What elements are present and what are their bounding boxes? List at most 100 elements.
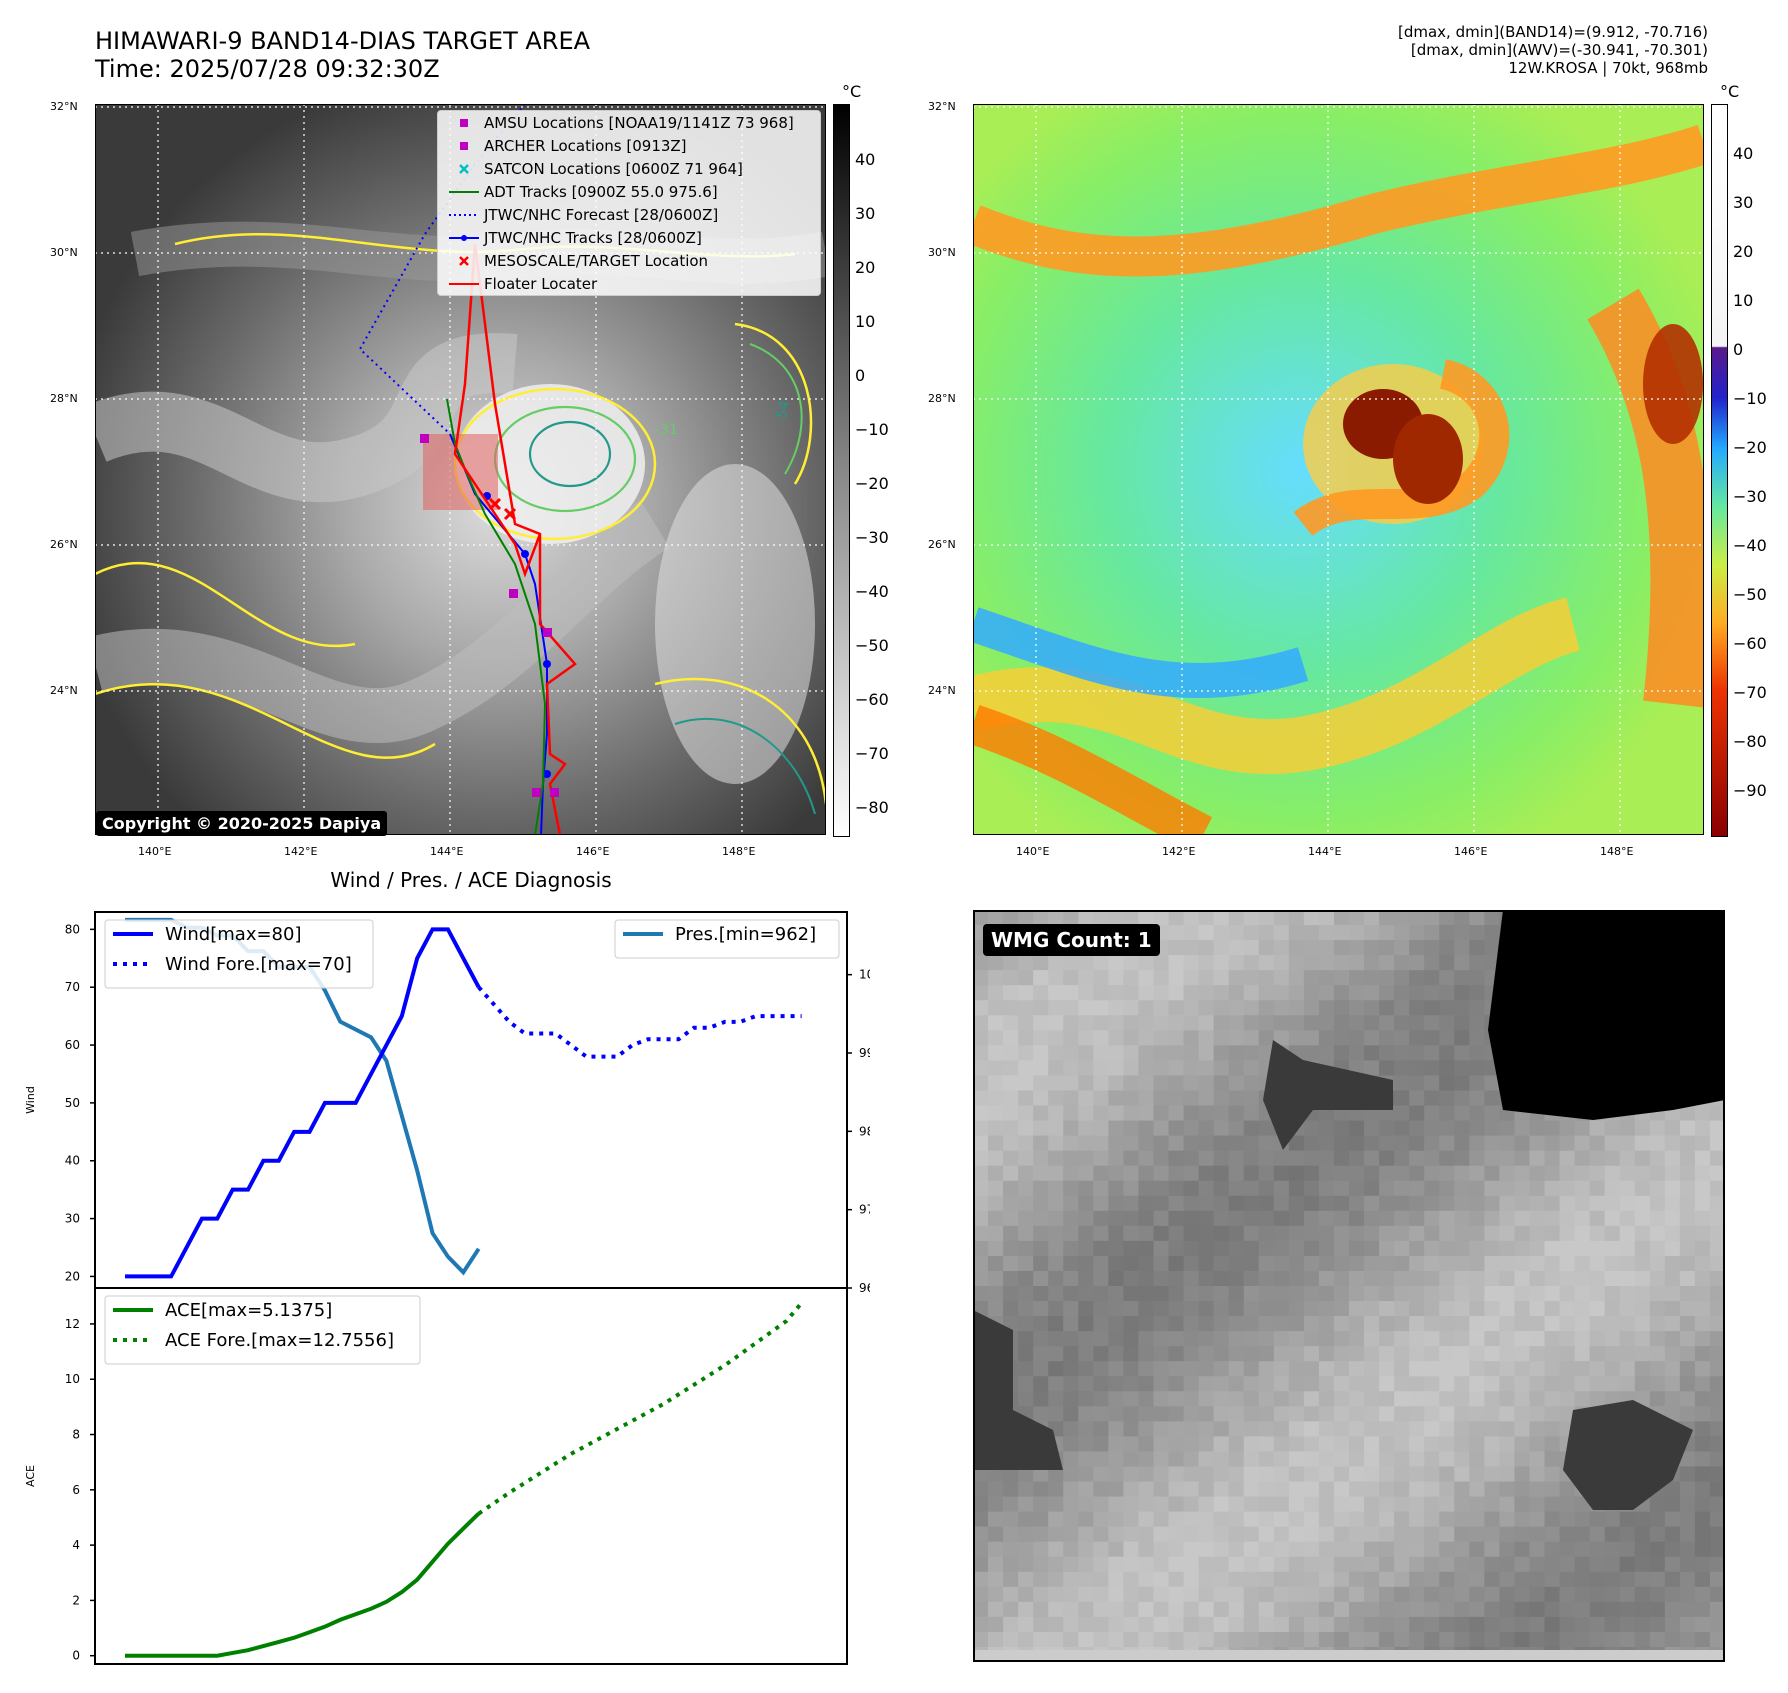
contour-label: -54 [773, 399, 793, 424]
line-marker-icon [444, 277, 484, 291]
legend-label: ARCHER Locations [0913Z] [484, 136, 687, 155]
colorbar-tick: 0 [1733, 340, 1744, 359]
awv-dry-band [973, 125, 1704, 277]
colorbar-unit: °C [842, 82, 862, 101]
ace-legend-label: ACE[max=5.1375] [165, 1300, 332, 1321]
wind-legend-label: Wind Fore.[max=70] [165, 954, 352, 975]
lon-label: 142°E [284, 845, 318, 858]
wind-legend-label: Wind[max=80] [165, 924, 302, 945]
legend-item: ADT Tracks [0900Z 55.0 975.6] [438, 180, 820, 203]
lat-label: 30°N [50, 246, 78, 259]
wmg-region [1563, 1400, 1693, 1510]
archer-markers [420, 434, 559, 797]
colorbar-tick: 10 [855, 312, 876, 331]
wind-tick-label: 60 [65, 1038, 80, 1052]
lat-label: 28°N [928, 392, 956, 405]
cloud-band [655, 464, 815, 784]
legend-item: ARCHER Locations [0913Z] [438, 134, 820, 157]
diagnosis-title: Wind / Pres. / ACE Diagnosis [330, 868, 612, 892]
legend-label: JTWC/NHC Tracks [28/0600Z] [484, 228, 702, 247]
legend-item: MESOSCALE/TARGET Location [438, 249, 820, 272]
contour-teal [674, 717, 816, 815]
mesoscale-target-markers [488, 497, 517, 521]
lon-label: 148°E [1600, 845, 1634, 858]
x-marker-icon [444, 162, 484, 176]
map-legend: AMSU Locations [NOAA19/1141Z 73 968] ARCH… [437, 110, 821, 296]
legend-label: Floater Locater [484, 274, 598, 293]
wind-axis-label: Wind [24, 1086, 37, 1114]
diagnosis-charts: 807060504030201000990980970960121086420W… [24, 911, 870, 1665]
title-line-1: HIMAWARI-9 BAND14-DIAS TARGET AREA [95, 27, 591, 55]
colorbar-tick: −50 [1733, 585, 1767, 604]
legend-label: JTWC/NHC Forecast [28/0600Z] [484, 205, 719, 224]
awv-moist-band [973, 607, 1309, 698]
colorbar-tick: −40 [855, 582, 889, 601]
cloud-band [95, 500, 670, 743]
lat-label: 26°N [50, 538, 78, 551]
wmg-panel [973, 910, 1725, 1662]
awv-core [1393, 414, 1463, 504]
pressure-tick-label: 990 [859, 1046, 870, 1060]
ace-tick-label: 2 [72, 1593, 80, 1607]
ace-tick-label: 4 [72, 1538, 80, 1552]
lat-label: 32°N [928, 100, 956, 113]
colorbar-tick: 0 [855, 366, 866, 385]
lat-label: 24°N [50, 684, 78, 697]
wind-tick-label: 40 [65, 1154, 80, 1168]
wind-legend [104, 919, 374, 989]
colorbar-tick: −30 [855, 528, 889, 547]
ace-tick-label: 10 [65, 1372, 80, 1386]
wmg-region [1263, 1040, 1393, 1150]
contour-yellow [734, 322, 813, 485]
contour-yellow [95, 682, 436, 759]
ace-tick-label: 0 [72, 1649, 80, 1663]
colorbar-tick: −80 [1733, 732, 1767, 751]
line-marker-icon [444, 231, 484, 245]
meta-line-3: 12W.KROSA | 70kt, 968mb [1508, 59, 1708, 77]
line-marker-icon [444, 185, 484, 199]
awv-dry-band [1587, 288, 1704, 708]
colorbar-tick: 40 [1733, 144, 1754, 163]
awv-dry-band [973, 597, 1581, 775]
wmg-count-badge: WMG Count: 1 [983, 924, 1160, 956]
legend-item: AMSU Locations [NOAA19/1141Z 73 968] [438, 111, 820, 134]
line-marker-icon [444, 208, 484, 222]
wind-series [125, 927, 481, 1279]
ace-forecast-series [477, 1301, 804, 1516]
pressure-tick-label: 970 [859, 1203, 870, 1217]
colorbar-tick: −60 [855, 690, 889, 709]
wind-forecast-series [477, 985, 802, 1059]
wind-tick-label: 70 [65, 980, 80, 994]
pressure-legend [614, 919, 840, 959]
contour-green [749, 343, 803, 475]
colorbar-tick: 40 [855, 150, 876, 169]
lon-label: 148°E [722, 845, 756, 858]
lat-label: 32°N [50, 100, 78, 113]
floater-locater [453, 243, 542, 578]
colorbar-tick: −80 [855, 798, 889, 817]
colorbar-awv [1711, 104, 1728, 837]
legend-item: JTWC/NHC Tracks [28/0600Z] [438, 226, 820, 249]
colorbar-tick: −50 [855, 636, 889, 655]
ace-legend [104, 1295, 421, 1365]
ace-axes-frame [94, 1287, 848, 1665]
ace-series [125, 1512, 481, 1658]
colorbar-tick: −20 [1733, 438, 1767, 457]
x-marker-icon [444, 254, 484, 268]
pressure-tick-label: 980 [859, 1124, 870, 1138]
contour-yellow [654, 677, 826, 805]
ace-tick-label: 12 [65, 1317, 80, 1331]
colorbar-tick: 20 [855, 258, 876, 277]
legend-label: SATCON Locations [0600Z 71 964] [484, 159, 743, 178]
legend-item: Floater Locater [438, 272, 820, 295]
legend-item: JTWC/NHC Forecast [28/0600Z] [438, 203, 820, 226]
pressure-tick-label: 1000 [859, 968, 870, 982]
ace-axis-label: ACE [24, 1465, 37, 1487]
colorbar-unit: °C [1720, 82, 1740, 101]
square-marker-icon [444, 116, 484, 130]
lon-label: 142°E [1162, 845, 1196, 858]
contour-label: -31 [655, 422, 678, 438]
square-marker-icon [444, 139, 484, 153]
awv-core [1643, 324, 1703, 444]
wind-tick-label: 80 [65, 922, 80, 936]
